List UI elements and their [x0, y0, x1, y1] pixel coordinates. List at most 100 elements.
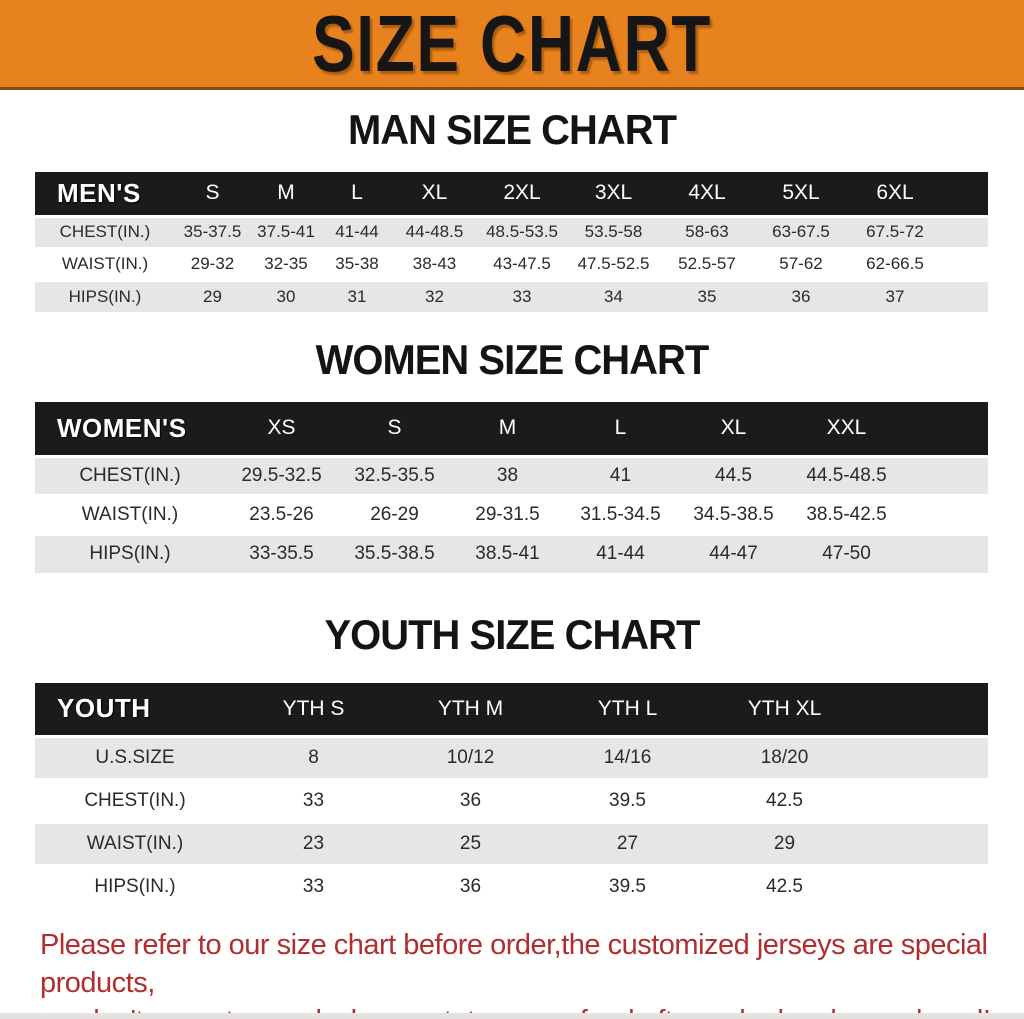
size-value-cell: 41-44	[596, 543, 645, 565]
filler-cell	[903, 456, 988, 495]
size-value-cell: 67.5-72	[866, 222, 924, 241]
header-row: MEN'S S M L XL 2XL 3XL 4XL 5XL 6XL	[35, 172, 988, 216]
filler-cell	[903, 534, 988, 573]
size-value-cell: 23.5-26	[249, 503, 314, 525]
size-value-cell: 35	[697, 286, 717, 306]
size-column-header: L	[322, 172, 392, 216]
header-row: YOUTH YTH S YTH M YTH L YTH XL	[35, 683, 988, 736]
row-label: WAIST(IN.)	[61, 254, 149, 273]
size-value-cell: 33	[512, 286, 532, 306]
youth-size-table: YOUTH YTH S YTH M YTH L YTH XL U.S.SIZE 8 10/12…	[35, 683, 988, 908]
size-value-cell: 29	[203, 286, 222, 306]
size-value-cell: 39.5	[609, 789, 646, 811]
row-label: WAIST(IN.)	[86, 832, 184, 854]
row-label: CHEST(IN.)	[59, 222, 151, 241]
size-column-header: XL	[392, 172, 477, 216]
size-value-cell: 33	[302, 876, 325, 898]
size-value-cell: 35-38	[335, 254, 379, 273]
size-value-cell: 25	[459, 832, 482, 854]
table-row: CHEST(IN.) 33 36 39.5 42.5	[35, 779, 988, 822]
filler-cell	[863, 736, 988, 779]
table-row: WAIST(IN.) 23.5-26 26-29 29-31.5 31.5-34.5 34…	[35, 495, 988, 534]
size-value-cell: 32	[425, 286, 444, 306]
size-column-header: 3XL	[567, 172, 660, 216]
size-value-cell: 29-32	[190, 254, 235, 273]
size-column-header: YTH L	[549, 683, 706, 736]
size-value-cell: 42.5	[766, 876, 803, 898]
size-value-cell: 39.5	[609, 876, 646, 898]
size-value-cell: 44.5-48.5	[806, 464, 887, 486]
size-value-cell: 44.5	[715, 464, 752, 486]
size-value-cell: 33-35.5	[249, 543, 314, 565]
size-value-cell: 27	[616, 832, 639, 854]
table-row: CHEST(IN.) 29.5-32.5 32.5-35.5 38 41 44.5 44.5…	[35, 456, 988, 495]
filler-cell	[863, 683, 988, 736]
filler-cell	[903, 402, 988, 456]
corner-label: WOMEN'S	[35, 402, 225, 456]
size-column-header: YTH XL	[706, 683, 863, 736]
size-value-cell: 29.5-32.5	[241, 464, 322, 486]
size-value-cell: 63-67.5	[772, 222, 830, 241]
table-row: HIPS(IN.) 29 30 31 32 33 34 35 36 37	[35, 280, 988, 312]
size-value-cell: 31.5-34.5	[580, 503, 661, 525]
size-column-header: S	[175, 172, 250, 216]
size-value-cell: 14/16	[603, 746, 652, 768]
size-column-header: XXL	[790, 402, 903, 456]
row-label: U.S.SIZE	[95, 746, 175, 768]
filler-cell	[942, 248, 988, 280]
size-value-cell: 42.5	[766, 789, 803, 811]
size-value-cell: 62-66.5	[866, 254, 924, 273]
table-row: WAIST(IN.) 29-32 32-35 35-38 38-43 43-47.5 47.…	[35, 248, 988, 280]
size-value-cell: 18/20	[760, 746, 809, 768]
banner-title: SIZE CHART	[312, 0, 712, 88]
size-value-cell: 30	[276, 286, 296, 306]
size-value-cell: 37.5-41	[257, 222, 315, 241]
size-value-cell: 33	[302, 789, 325, 811]
table-row: HIPS(IN.) 33 36 39.5 42.5	[35, 865, 988, 908]
size-value-cell: 36	[459, 789, 482, 811]
men-size-table: MEN'S S M L XL 2XL 3XL 4XL 5XL 6XL CHEST(IN.) 35-37…	[35, 172, 988, 312]
size-value-cell: 26-29	[370, 503, 419, 525]
filler-cell	[863, 822, 988, 865]
size-value-cell: 36	[791, 286, 811, 306]
size-value-cell: 8	[308, 746, 319, 768]
size-value-cell: 38.5-41	[475, 543, 540, 565]
filler-cell	[863, 865, 988, 908]
size-value-cell: 44-48.5	[405, 222, 464, 241]
women-size-table: WOMEN'S XS S M L XL XXL CHEST(IN.) 29.5-32.5 32.5…	[35, 402, 988, 573]
size-value-cell: 47-50	[822, 543, 871, 565]
table-row: HIPS(IN.) 33-35.5 35.5-38.5 38.5-41 41-44 44-…	[35, 534, 988, 573]
size-value-cell: 31	[347, 286, 367, 306]
size-value-cell: 41	[609, 464, 632, 486]
size-value-cell: 35.5-38.5	[354, 543, 435, 565]
size-column-header: M	[451, 402, 564, 456]
table-row: U.S.SIZE 8 10/12 14/16 18/20	[35, 736, 988, 779]
filler-cell	[863, 779, 988, 822]
size-value-cell: 47.5-52.5	[577, 254, 650, 273]
table-row: WAIST(IN.) 23 25 27 29	[35, 822, 988, 865]
size-value-cell: 34.5-38.5	[693, 503, 774, 525]
row-label: WAIST(IN.)	[81, 503, 179, 525]
size-value-cell: 58-63	[685, 222, 729, 241]
size-value-cell: 44-47	[709, 543, 758, 565]
filler-cell	[942, 216, 988, 248]
row-label: HIPS(IN.)	[68, 286, 142, 306]
size-value-cell: 23	[302, 832, 325, 854]
size-value-cell: 29-31.5	[475, 503, 540, 525]
row-label: HIPS(IN.)	[94, 876, 176, 898]
women-section-heading: WOMEN SIZE CHART	[315, 336, 710, 383]
table-row: CHEST(IN.) 35-37.5 37.5-41 41-44 44-48.5 48.5…	[35, 216, 988, 248]
size-value-cell: 36	[459, 876, 482, 898]
row-label: CHEST(IN.)	[79, 464, 181, 486]
size-value-cell: 38-43	[412, 254, 457, 273]
size-value-cell: 57-62	[779, 254, 823, 273]
size-value-cell: 32-35	[264, 254, 308, 273]
size-value-cell: 29	[773, 832, 796, 854]
size-column-header: M	[250, 172, 322, 216]
banner: SIZE CHART	[0, 0, 1024, 90]
size-column-header: YTH S	[235, 683, 392, 736]
size-value-cell: 48.5-53.5	[486, 222, 558, 241]
row-label: CHEST(IN.)	[84, 789, 186, 811]
disclaimer: Please refer to our size chart before or…	[40, 926, 1024, 1019]
men-section-heading: MAN SIZE CHART	[347, 106, 677, 153]
